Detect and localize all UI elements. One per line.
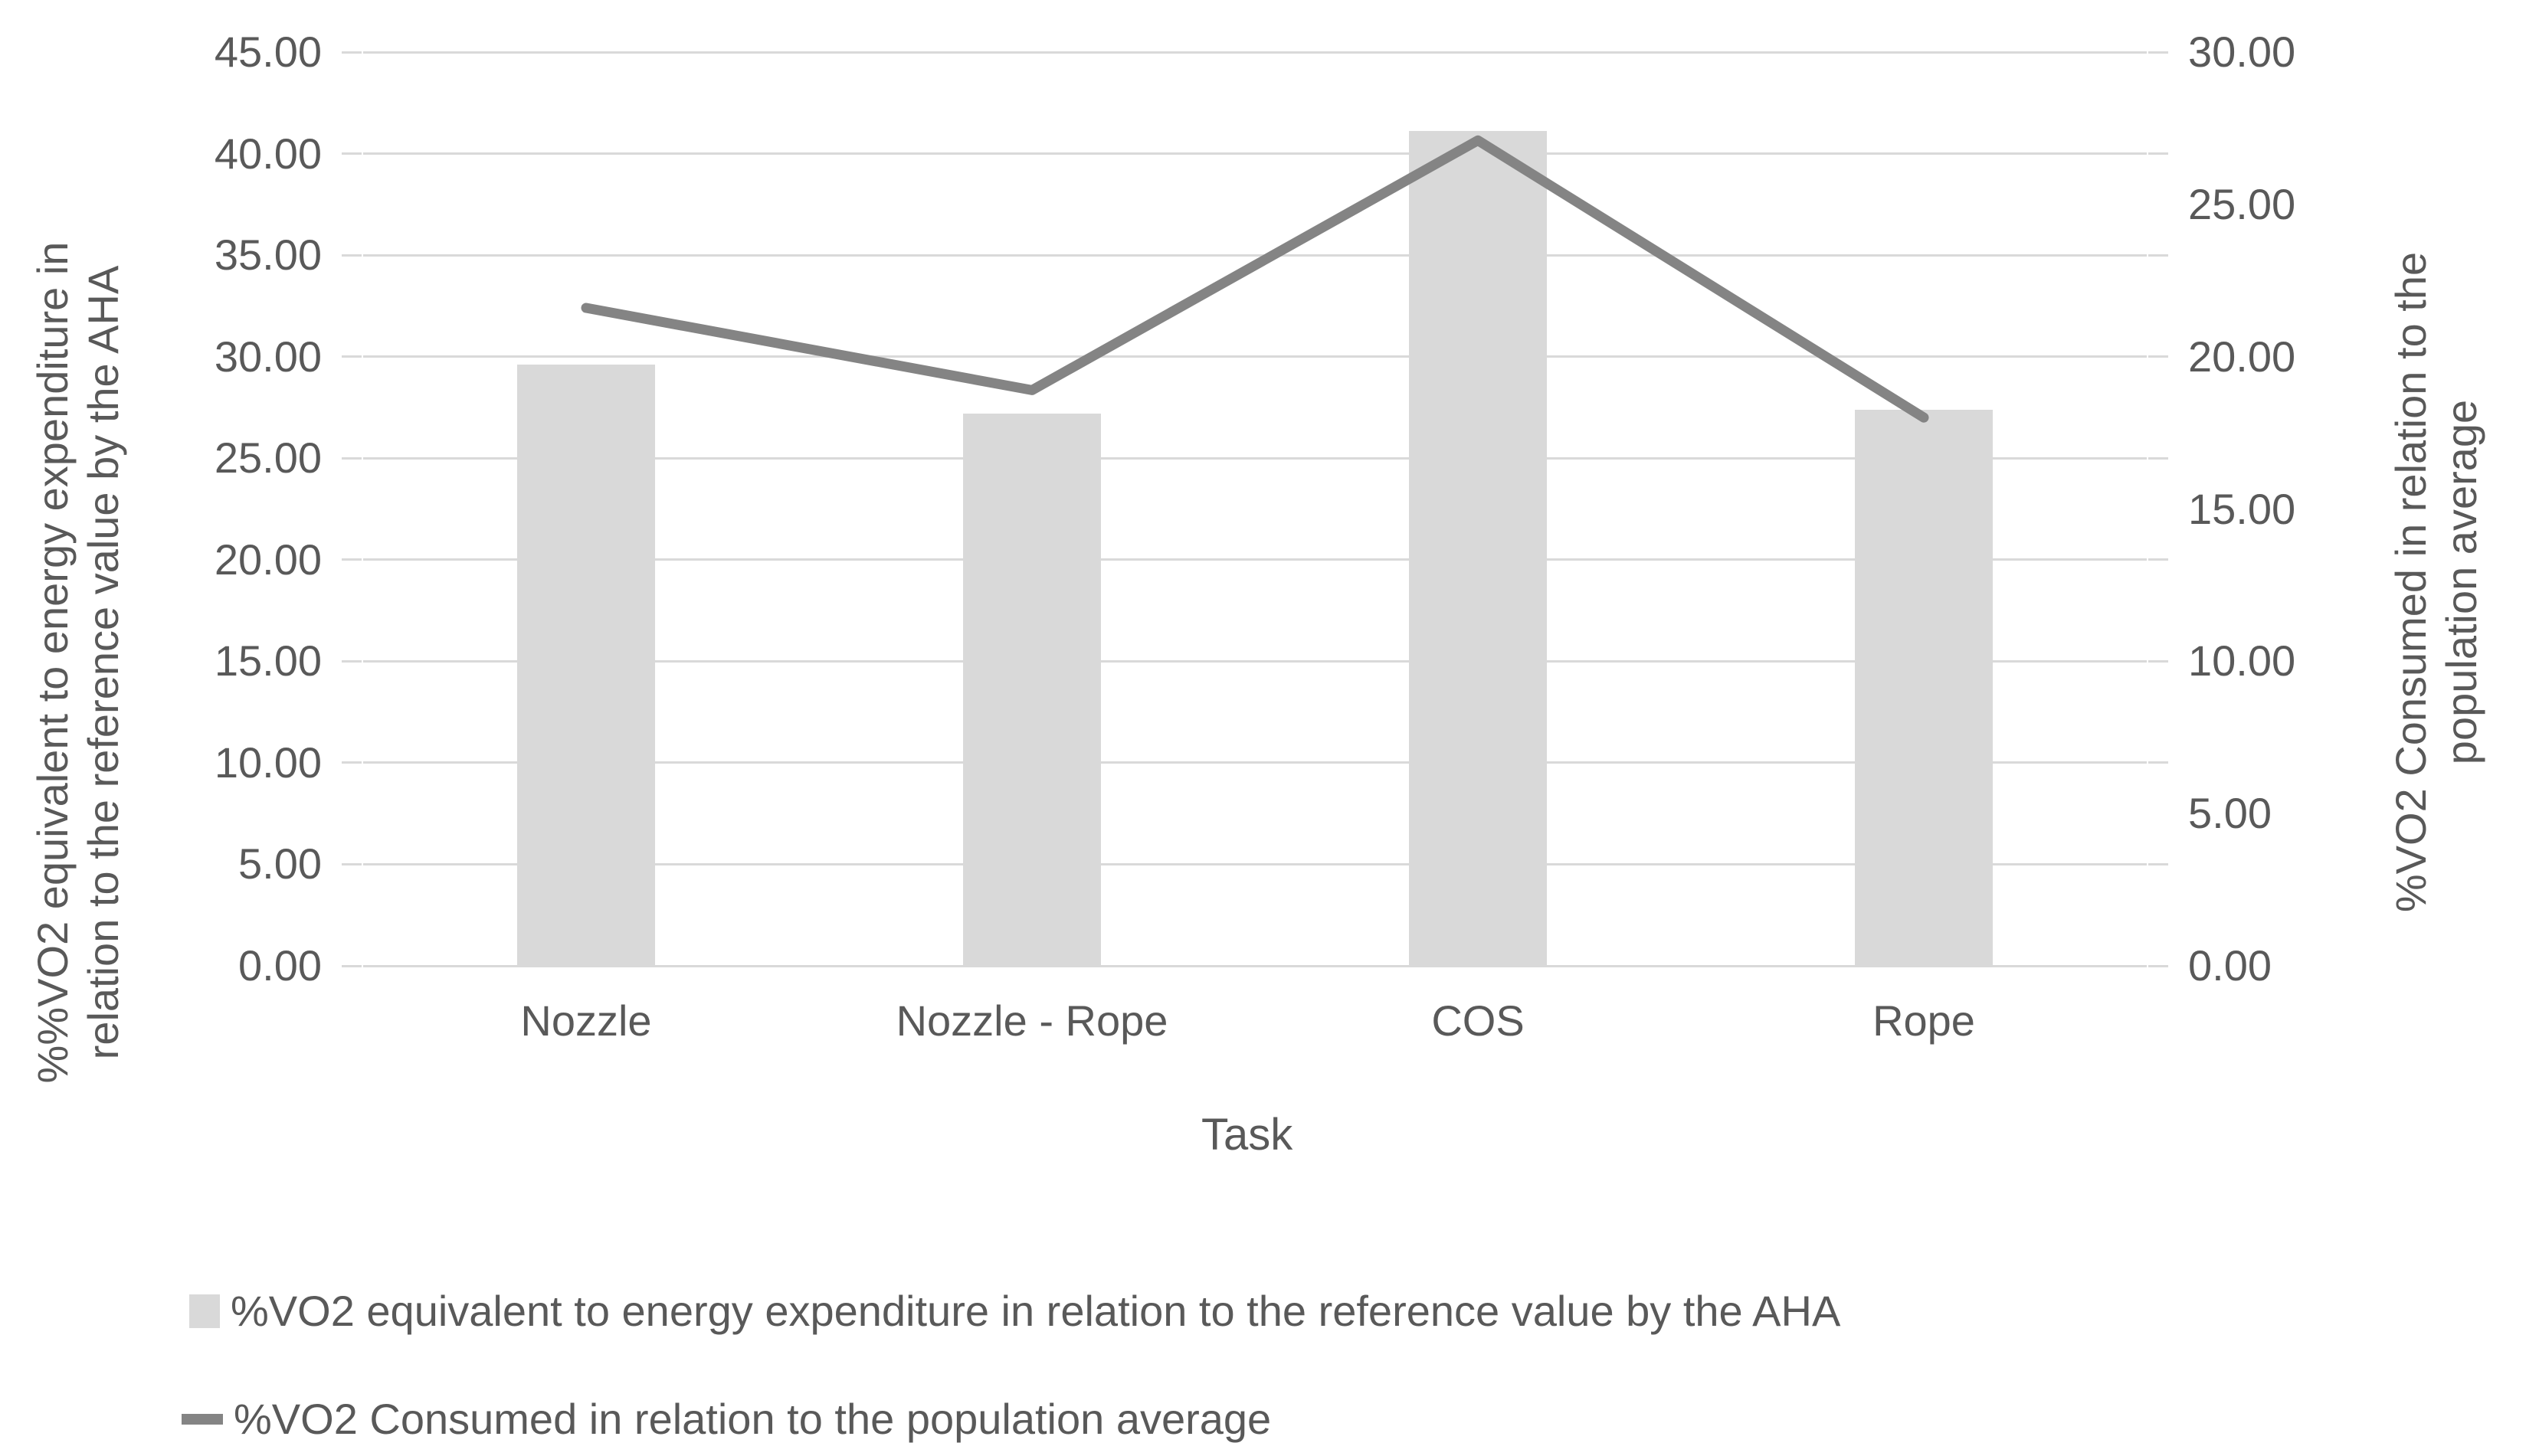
left-axis-tick	[342, 51, 362, 54]
right-axis-tick-label: 20.00	[2188, 332, 2296, 381]
category-label: Nozzle	[520, 996, 652, 1045]
left-axis-tick	[342, 964, 362, 967]
right-axis-tick-label: 25.00	[2188, 179, 2296, 228]
gridline	[363, 456, 2147, 460]
gridline	[363, 558, 2147, 561]
category-label: Nozzle - Rope	[896, 996, 1168, 1045]
left-axis-tick	[342, 558, 362, 561]
right-axis-tick-label: 5.00	[2188, 789, 2272, 838]
left-axis-tick-label: 25.00	[214, 434, 322, 483]
left-axis-tick-label: 15.00	[214, 636, 322, 685]
gridline	[363, 51, 2147, 54]
bar	[1409, 131, 1547, 966]
bar	[963, 413, 1101, 966]
gridline	[363, 659, 2147, 663]
right-axis-tick	[2148, 659, 2168, 663]
bar	[517, 365, 655, 966]
gridline	[363, 254, 2147, 257]
left-axis-tick-label: 40.00	[214, 129, 322, 178]
gridline	[363, 964, 2147, 967]
right-axis-tick	[2148, 558, 2168, 561]
left-axis-tick-label: 5.00	[238, 839, 322, 888]
gridline	[363, 862, 2147, 865]
left-axis-tick	[342, 254, 362, 257]
right-axis-tick	[2148, 456, 2168, 460]
line-series	[581, 135, 1929, 423]
legend-item-line-series: %VO2 Consumed in relation to the populat…	[182, 1395, 1271, 1443]
right-axis-tick-label: 10.00	[2188, 636, 2296, 685]
gridline	[363, 152, 2147, 155]
right-axis-tick	[2148, 254, 2168, 257]
category-label: COS	[1431, 996, 1525, 1045]
category-label: Rope	[1872, 996, 1975, 1045]
gridline	[363, 761, 2147, 764]
legend-label-bar-series: %VO2 equivalent to energy expenditure in…	[231, 1287, 1841, 1335]
right-axis-tick	[2148, 51, 2168, 54]
right-axis-tick-label: 30.00	[2188, 28, 2296, 76]
left-axis-tick-label: 45.00	[214, 28, 322, 76]
left-axis-tick	[342, 152, 362, 155]
right-axis-tick	[2148, 355, 2168, 358]
right-axis-tick-label: 0.00	[2188, 941, 2272, 990]
left-axis-tick	[342, 761, 362, 764]
bar	[1855, 409, 1993, 966]
legend-item-bar-series: %VO2 equivalent to energy expenditure in…	[189, 1287, 1840, 1335]
right-axis-tick-label: 15.00	[2188, 484, 2296, 533]
right-axis-tick	[2148, 862, 2168, 865]
left-axis-tick-label: 30.00	[214, 332, 322, 381]
right-axis-tick	[2148, 964, 2168, 967]
right-axis-tick	[2148, 761, 2168, 764]
legend-label-line-series: %VO2 Consumed in relation to the populat…	[234, 1395, 1272, 1443]
left-axis-tick-label: 35.00	[214, 231, 322, 280]
left-axis-tick	[342, 456, 362, 460]
line-series-path	[581, 135, 1929, 423]
left-axis-tick	[342, 659, 362, 663]
left-axis-tick-label: 20.00	[214, 535, 322, 584]
left-axis-tick-label: 10.00	[214, 738, 322, 787]
line-series-legend-swatch-icon	[182, 1414, 223, 1425]
gridline	[363, 355, 2147, 358]
x-axis-title: Task	[1201, 1110, 1293, 1160]
bar-series-legend-swatch-icon	[189, 1294, 220, 1328]
left-axis-tick	[342, 862, 362, 865]
right-axis-tick	[2148, 152, 2168, 155]
left-axis-tick	[342, 355, 362, 358]
left-axis-tick-label: 0.00	[238, 941, 322, 990]
